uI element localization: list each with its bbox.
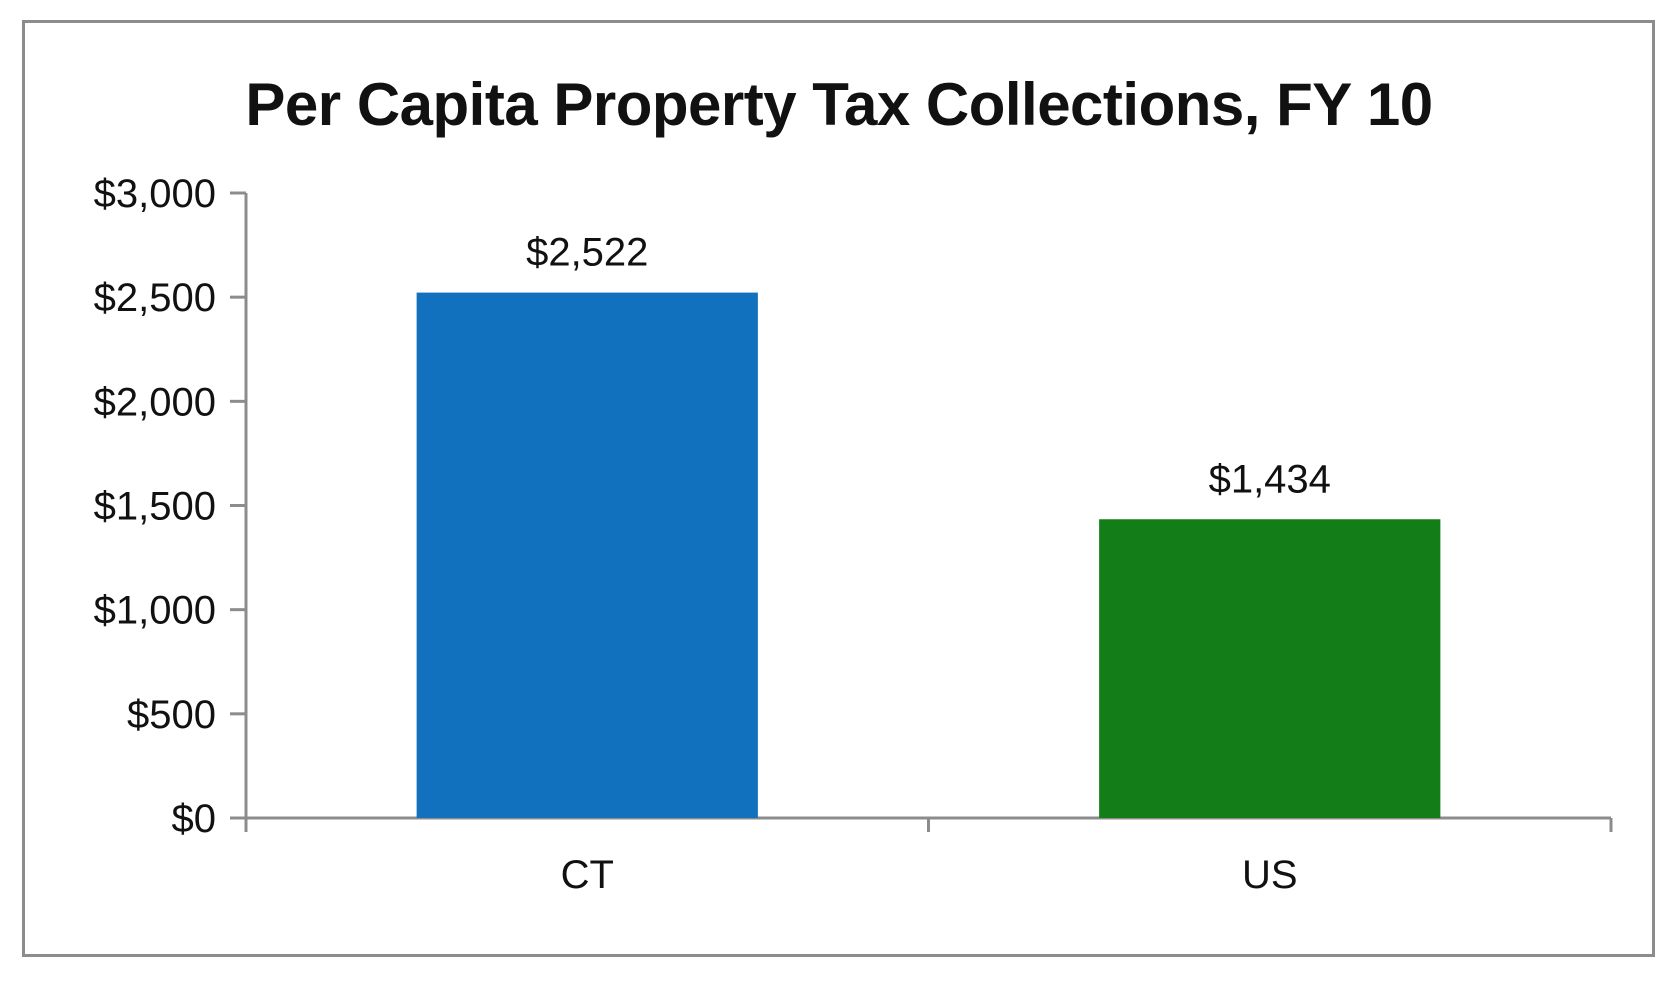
y-tick-label: $2,000 <box>94 380 216 424</box>
x-category-label: CT <box>561 853 614 897</box>
y-tick-label: $500 <box>127 693 216 737</box>
data-labels: $2,522 $1,434 <box>526 231 1331 502</box>
bar-ct <box>416 292 758 818</box>
y-tick-label: $1,000 <box>94 589 216 633</box>
x-axis: CT US <box>244 816 1613 897</box>
y-tick-label: $2,500 <box>94 276 216 320</box>
y-tick-label: $0 <box>172 797 217 841</box>
bar-value-label: $1,434 <box>1209 457 1331 501</box>
y-tick-label: $1,500 <box>94 485 216 529</box>
x-category-label: US <box>1242 853 1298 897</box>
bar-us <box>1099 519 1441 818</box>
chart-title: Per Capita Property Tax Collections, FY … <box>245 71 1433 138</box>
y-axis: $0 $500 $1,000 $1,500 $2,000 $2,500 $3,000 <box>94 172 248 841</box>
bars <box>416 292 1441 818</box>
y-tick-label: $3,000 <box>94 172 216 216</box>
bar-value-label: $2,522 <box>526 231 648 275</box>
